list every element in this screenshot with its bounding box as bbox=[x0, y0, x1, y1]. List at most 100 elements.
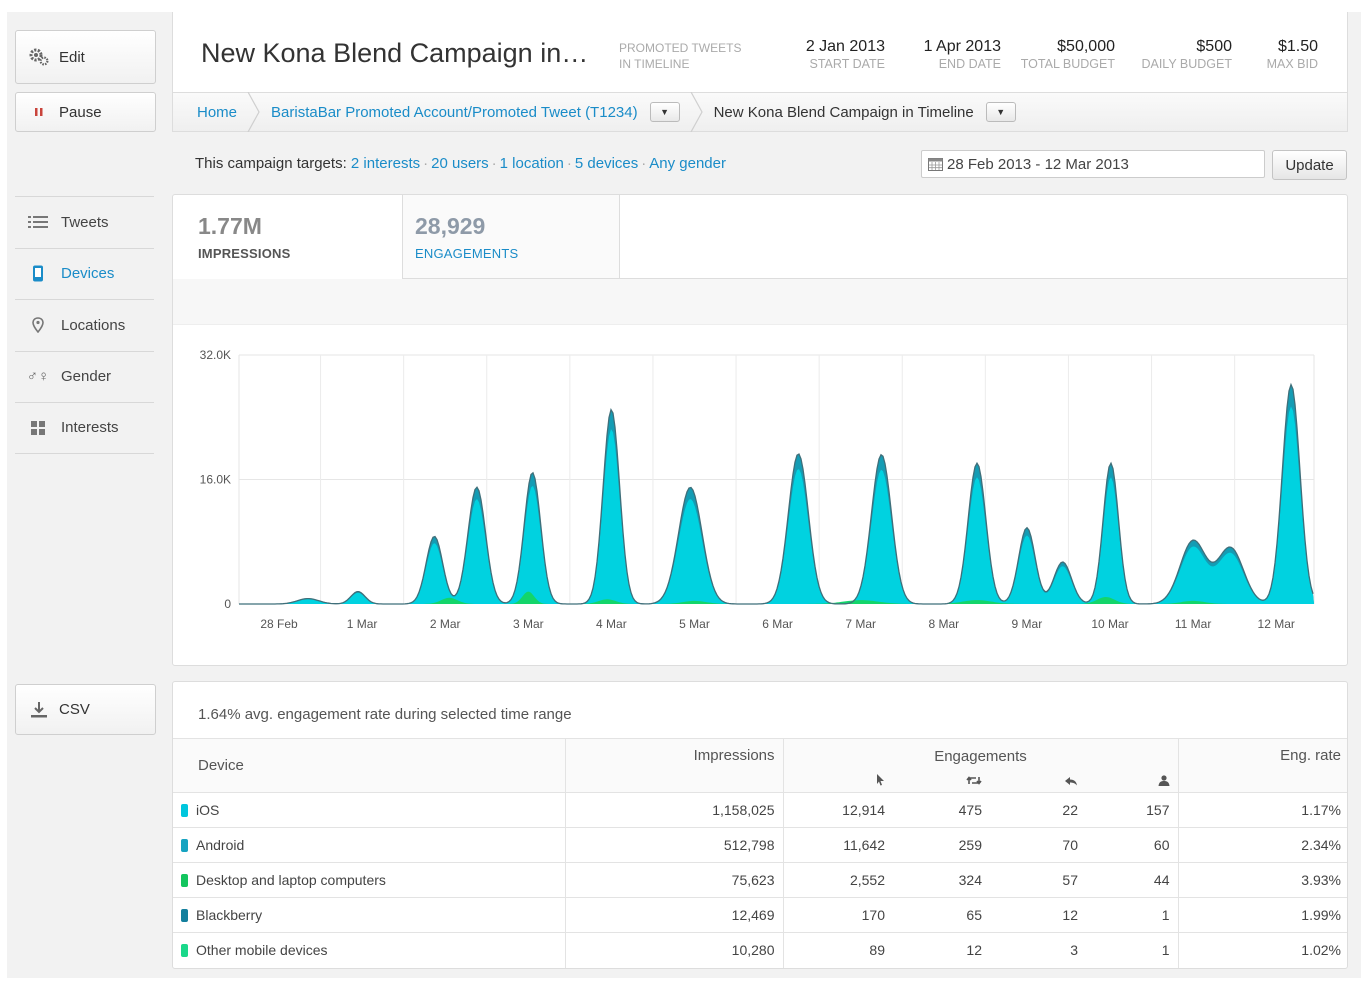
x-tick-label: 6 Mar bbox=[762, 617, 793, 631]
date-range-input[interactable]: 28 Feb 2013 - 12 Mar 2013 bbox=[921, 150, 1265, 178]
device-name: Blackberry bbox=[196, 907, 263, 923]
x-tick-label: 10 Mar bbox=[1091, 617, 1128, 631]
engagements-value: 28,929 bbox=[415, 213, 486, 239]
breadcrumb-separator-icon bbox=[690, 92, 703, 132]
separator-dot: · bbox=[641, 155, 647, 172]
series-area-desktop bbox=[239, 591, 1314, 604]
tab-engagements[interactable]: 28,929 ENGAGEMENTS bbox=[402, 195, 620, 279]
y-tick-label: 0 bbox=[224, 597, 231, 611]
campaign-dropdown-button[interactable]: ▼ bbox=[985, 102, 1016, 122]
start-date-value: 2 Jan 2013 bbox=[805, 38, 885, 55]
edit-button[interactable]: Edit bbox=[15, 30, 156, 84]
x-tick-label: 28 Feb bbox=[260, 617, 298, 631]
calendar-icon bbox=[928, 157, 943, 171]
col-impressions[interactable]: Impressions bbox=[565, 738, 784, 793]
sidebar-item-label: Interests bbox=[61, 419, 119, 437]
col-replies[interactable] bbox=[990, 770, 1086, 793]
table-row: Android 512,798 11,642 259 70 60 2.34% bbox=[173, 827, 1347, 863]
sidebar-item-interests[interactable]: Interests bbox=[15, 402, 154, 454]
sidebar-item-tweets[interactable]: Tweets bbox=[15, 196, 154, 248]
separator-dot: · bbox=[491, 155, 497, 172]
impressions-cell: 10,280 bbox=[565, 932, 784, 968]
clicks-cell: 12,914 bbox=[783, 792, 893, 828]
x-tick-label: 8 Mar bbox=[928, 617, 959, 631]
device-cell: Other mobile devices bbox=[173, 932, 566, 968]
targets-users-link[interactable]: 20 users bbox=[431, 155, 489, 172]
sidebar-item-label: Locations bbox=[61, 316, 126, 334]
table-row: Blackberry 12,469 170 65 12 1 1.99% bbox=[173, 897, 1347, 933]
retweet-icon bbox=[966, 775, 982, 785]
sidebar-item-label: Gender bbox=[61, 368, 112, 386]
targets-interests-link[interactable]: 2 interests bbox=[350, 155, 421, 172]
targets-devices-link[interactable]: 5 devices bbox=[574, 155, 639, 172]
campaign-targets: This campaign targets: 2 interests · 20 us… bbox=[195, 155, 726, 172]
breadcrumb-account-link[interactable]: BaristaBar Promoted Account/Promoted Twe… bbox=[271, 103, 638, 121]
series-outline bbox=[239, 382, 1314, 605]
max-bid-stat: $1.50 MAX BID bbox=[1267, 38, 1318, 71]
follows-cell: 44 bbox=[1086, 862, 1179, 898]
y-tick-label: 32.0K bbox=[200, 348, 231, 362]
chart-toolbar-strip bbox=[173, 279, 1347, 325]
impressions-cell: 1,158,025 bbox=[565, 792, 784, 828]
col-engagements[interactable]: Engagements bbox=[783, 738, 1179, 771]
csv-download-button[interactable]: CSV bbox=[15, 684, 156, 735]
campaign-type: PROMOTED TWEETS IN TIMELINE bbox=[619, 40, 741, 72]
targets-gender-link[interactable]: Any gender bbox=[649, 155, 726, 172]
breadcrumb-home[interactable]: Home bbox=[173, 93, 237, 131]
sidebar-item-label: Tweets bbox=[61, 213, 109, 231]
x-tick-label: 5 Mar bbox=[679, 617, 710, 631]
follows-cell: 60 bbox=[1086, 827, 1179, 863]
retweets-cell: 12 bbox=[893, 932, 990, 968]
pin-icon bbox=[25, 317, 51, 334]
impressions-label: IMPRESSIONS bbox=[198, 246, 291, 261]
tab-impressions[interactable]: 1.77M IMPRESSIONS bbox=[173, 195, 402, 279]
account-dropdown-button[interactable]: ▼ bbox=[649, 102, 680, 122]
breadcrumb-campaign: New Kona Blend Campaign in Timeline ▼ bbox=[714, 93, 1016, 131]
impressions-chart: 32.0K 16.0K 0 28 Feb 1 Mar 2 Mar 3 Mar 4 Mar 5 M… bbox=[200, 348, 1315, 631]
breadcrumb-home-link[interactable]: Home bbox=[197, 103, 238, 121]
device-name: Desktop and laptop computers bbox=[196, 872, 386, 888]
col-eng-rate[interactable]: Eng. rate bbox=[1178, 738, 1347, 793]
col-device[interactable]: Device bbox=[173, 738, 566, 793]
edit-label: Edit bbox=[59, 48, 85, 66]
caret-down-icon: ▼ bbox=[996, 107, 1006, 117]
breadcrumb-account[interactable]: BaristaBar Promoted Account/Promoted Twe… bbox=[271, 93, 680, 131]
follows-cell: 1 bbox=[1086, 897, 1179, 933]
update-button[interactable]: Update bbox=[1272, 150, 1347, 180]
device-name: iOS bbox=[196, 802, 220, 818]
x-tick-label: 12 Mar bbox=[1258, 617, 1295, 631]
end-date-label: END DATE bbox=[938, 57, 1001, 71]
device-table: Device Impressions Engagements Eng. rate bbox=[173, 738, 1347, 968]
col-follows[interactable] bbox=[1086, 770, 1179, 793]
impressions-value: 1.77M bbox=[198, 213, 262, 239]
follows-cell: 1 bbox=[1086, 932, 1179, 968]
y-tick-label: 16.0K bbox=[200, 473, 231, 487]
total-budget-stat: $50,000 TOTAL BUDGET bbox=[1021, 38, 1115, 71]
page-title: New Kona Blend Campaign in… bbox=[201, 38, 589, 68]
separator-dot: · bbox=[566, 155, 572, 172]
targets-location-link[interactable]: 1 location bbox=[499, 155, 564, 172]
x-tick-label: 3 Mar bbox=[513, 617, 544, 631]
pause-icon bbox=[28, 107, 50, 117]
impressions-cell: 512,798 bbox=[565, 827, 784, 863]
sidebar-item-gender[interactable]: ♂♀ Gender bbox=[15, 350, 154, 403]
rate-cell: 1.99% bbox=[1178, 897, 1347, 933]
breadcrumb-campaign-label: New Kona Blend Campaign in Timeline bbox=[713, 103, 974, 121]
device-color-swatch bbox=[181, 909, 188, 922]
table-row: Other mobile devices 10,280 89 12 3 1 1.02% bbox=[173, 932, 1347, 968]
list-icon bbox=[25, 215, 51, 229]
impressions-cell: 12,469 bbox=[565, 897, 784, 933]
sidebar-item-devices[interactable]: Devices bbox=[15, 247, 154, 300]
col-clicks[interactable] bbox=[783, 770, 893, 793]
total-budget-value: $50,000 bbox=[1057, 38, 1115, 55]
clicks-cell: 170 bbox=[783, 897, 893, 933]
sidebar-item-locations[interactable]: Locations bbox=[15, 299, 154, 351]
device-cell: Android bbox=[173, 827, 566, 863]
follows-cell: 157 bbox=[1086, 792, 1179, 828]
campaign-type-line1: PROMOTED TWEETS bbox=[619, 41, 742, 55]
col-retweets[interactable] bbox=[893, 770, 990, 793]
daily-budget-stat: $500 DAILY BUDGET bbox=[1141, 38, 1232, 71]
device-name: Other mobile devices bbox=[196, 942, 328, 959]
pause-button[interactable]: Pause bbox=[15, 92, 156, 132]
device-color-swatch bbox=[181, 944, 188, 958]
